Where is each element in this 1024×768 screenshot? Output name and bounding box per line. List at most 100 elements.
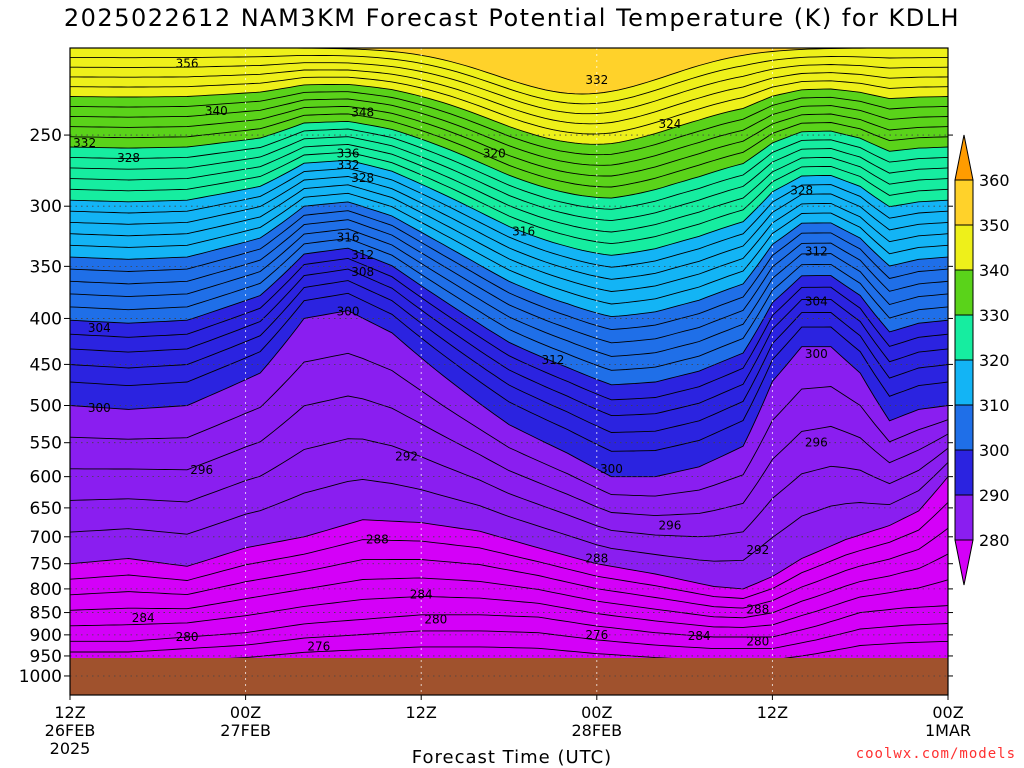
colorbar-box-6: [954, 449, 974, 496]
x-tick-label-24-0: 12Z: [406, 703, 437, 722]
contour-358: [70, 54, 948, 105]
colorbar-label-280: 280: [979, 531, 1010, 550]
credit-link[interactable]: coolwx.com/models: [855, 746, 1016, 762]
y-tick-label-650: 650: [30, 499, 62, 519]
contour-338: [70, 128, 948, 210]
y-tick-label-300: 300: [30, 197, 62, 217]
contour-label-21: 276: [307, 639, 330, 653]
contour-356: [70, 62, 948, 115]
y-tick-label-550: 550: [30, 434, 62, 454]
x-tick-label-0-1: 26FEB: [45, 721, 96, 740]
contour-label-14: 296: [190, 463, 213, 477]
contour-354: [70, 69, 948, 125]
contour-306: [70, 268, 948, 417]
ground-fill: [70, 657, 948, 695]
y-tick-label-450: 450: [30, 355, 62, 375]
y-tick-label-250: 250: [30, 126, 62, 146]
y-tick-label-700: 700: [30, 528, 62, 548]
colorbar-label-340: 340: [979, 261, 1010, 280]
colorbar-box-5: [954, 404, 974, 451]
contour-300: [70, 310, 948, 478]
contour-label-8: 316: [337, 230, 360, 244]
contour-290: [70, 476, 948, 590]
x-tick-label-48-0: 12Z: [757, 703, 788, 722]
contour-label-25: 316: [512, 224, 535, 238]
y-tick-label-850: 850: [30, 604, 62, 624]
contour-label-28: 296: [659, 518, 682, 532]
colorbar-box-0: [954, 179, 974, 226]
y-tick-label-400: 400: [30, 309, 62, 329]
y-tick-label-750: 750: [30, 555, 62, 575]
contour-344: [70, 105, 948, 177]
contour-label-4: 348: [351, 106, 374, 120]
contour-label-20: 280: [176, 630, 199, 644]
contour-label-30: 276: [585, 628, 608, 642]
contour-348: [70, 91, 948, 156]
y-tick-label-350: 350: [30, 257, 62, 277]
contour-label-35: 328: [790, 183, 813, 197]
contour-label-22: 332: [585, 73, 608, 87]
ground-surface: [70, 657, 948, 695]
colorbar-arrow-top: [954, 134, 974, 181]
contour-label-9: 312: [351, 248, 374, 262]
contour-label-32: 288: [746, 602, 769, 616]
contour-fill: [70, 48, 948, 695]
contour-336: [70, 136, 948, 222]
contour-320: [70, 201, 948, 318]
contour-360: [70, 48, 948, 95]
x-tick-label-36-1: 28FEB: [571, 721, 622, 740]
x-tick-label-0-0: 12Z: [54, 703, 85, 722]
colorbar-box-4: [954, 359, 974, 406]
colorbar-label-330: 330: [979, 306, 1010, 325]
grid-lines: [69, 48, 949, 695]
y-tick-label-800: 800: [30, 580, 62, 600]
contour-328: [70, 167, 948, 268]
y-tick-label-950: 950: [30, 647, 62, 667]
contour-label-2: 332: [73, 136, 96, 150]
x-tick-label-36-0: 00Z: [581, 703, 612, 722]
contour-label-27: 300: [600, 462, 623, 476]
contour-304: [70, 280, 948, 433]
contour-308: [70, 257, 948, 401]
contour-label-0: 356: [176, 56, 199, 70]
contour-label-12: 304: [88, 321, 111, 335]
contour-label-38: 300: [805, 347, 828, 361]
contour-label-31: 292: [746, 543, 769, 557]
contour-label-17: 284: [410, 588, 433, 602]
contour-352: [70, 76, 948, 135]
contour-label-18: 284: [132, 611, 155, 625]
contour-296: [70, 395, 948, 517]
x-tick-label-60-1: 1MAR: [925, 721, 971, 740]
colorbar-box-3: [954, 314, 974, 361]
contour-284: [70, 553, 948, 619]
contour-label-6: 332: [337, 158, 360, 172]
contour-label-33: 284: [688, 629, 711, 643]
contour-label-11: 300: [337, 305, 360, 319]
colorbar-label-300: 300: [979, 441, 1010, 460]
contour-324: [70, 184, 948, 292]
colorbar-label-350: 350: [979, 216, 1010, 235]
colorbar-box-7: [954, 494, 974, 541]
contour-label-16: 288: [366, 533, 389, 547]
contour-302: [70, 292, 948, 452]
contour-314: [70, 228, 948, 357]
contour-310: [70, 247, 948, 386]
contour-280: [70, 605, 948, 642]
contour-346: [70, 98, 948, 166]
contour-326: [70, 176, 948, 280]
x-tick-label-60-0: 00Z: [932, 703, 963, 722]
contour-322: [70, 192, 948, 305]
contour-label-10: 308: [351, 265, 374, 279]
colorbar-box-1: [954, 224, 974, 271]
contour-318: [70, 210, 948, 331]
contour-label-24: 320: [483, 146, 506, 160]
colorbar-label-310: 310: [979, 396, 1010, 415]
y-tick-label-1000: 1000: [19, 667, 62, 687]
contour-286: [70, 527, 948, 609]
colorbar-label-320: 320: [979, 351, 1010, 370]
contour-label-29: 288: [585, 551, 608, 565]
y-axis: 2503003504004505005506006507007508008509…: [19, 126, 953, 687]
contour-label-3: 328: [117, 151, 140, 165]
colorbar-box-2: [954, 269, 974, 316]
